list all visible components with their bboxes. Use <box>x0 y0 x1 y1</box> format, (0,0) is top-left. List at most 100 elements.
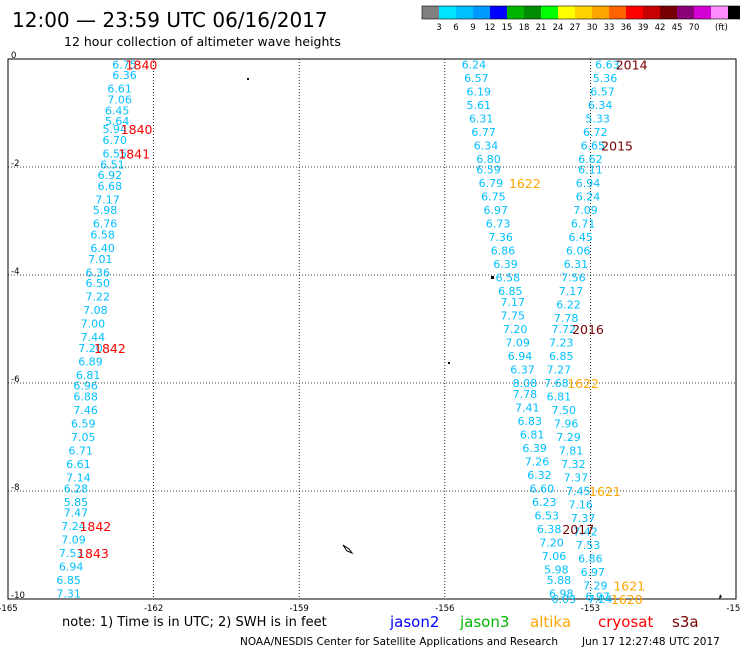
wave-height-value: 6.86 <box>491 245 516 258</box>
y-tick-label: -6 <box>11 375 19 385</box>
wave-height-value: 6.38 <box>537 523 562 536</box>
wave-height-value: 7.72 <box>551 323 576 336</box>
satellite-label-jason3: jason3 <box>459 613 509 631</box>
wave-height-value: 7.31 <box>56 588 81 601</box>
wave-height-value: 6.92 <box>98 169 123 182</box>
pass-time-label: 1622 <box>509 176 541 191</box>
pass-time-label: 2017 <box>562 522 594 537</box>
axis-tick-labels: -165 -162 -159 -156 -153 -150 0 -2 -4 -6 -8 -10 <box>0 51 740 614</box>
x-tick-label: -159 <box>290 604 309 614</box>
island-speck <box>491 276 494 279</box>
wave-height-value: 6.19 <box>467 85 492 98</box>
wave-height-value: 6.31 <box>564 258 589 271</box>
y-tick-label: -8 <box>11 483 19 493</box>
wave-height-value: 6.72 <box>583 126 608 139</box>
wave-height-value: 7.09 <box>505 337 530 350</box>
wave-height-value: 6.28 <box>64 482 89 495</box>
wave-height-value: 8.08 <box>513 377 538 390</box>
wave-height-value: 7.09 <box>61 534 86 547</box>
wave-height-value: 7.01 <box>88 253 113 266</box>
wave-height-value: 6.24 <box>576 191 601 204</box>
wave-height-value: 7.20 <box>78 342 103 355</box>
wave-height-value: 6.97 <box>484 204 509 217</box>
wave-height-value: 6.75 <box>481 191 506 204</box>
wave-height-value: 6.45 <box>568 231 593 244</box>
legend-label: 27 <box>570 23 581 33</box>
island-speck <box>448 362 450 364</box>
wave-height-value: 7.41 <box>515 401 540 414</box>
wave-height-value: 6.60 <box>530 482 555 495</box>
legend-swatch <box>507 6 524 19</box>
wave-height-value: 7.53 <box>576 539 601 552</box>
wave-height-value: 7.45 <box>566 485 591 498</box>
legend-label: 12 <box>485 23 496 33</box>
wave-height-value: 5.98 <box>544 563 569 576</box>
satellite-legend: jason2 jason3 altika cryosat s3a <box>389 613 699 631</box>
pass-time-label: 1841 <box>118 147 150 162</box>
wave-height-value: 7.14 <box>66 472 91 485</box>
wave-height-value: 6.36 <box>86 266 111 279</box>
wave-height-value: 6.61 <box>107 83 132 96</box>
pass-time-label: 1843 <box>77 546 109 561</box>
x-tick-label: -165 <box>0 604 18 614</box>
wave-height-value: 5.85 <box>64 496 89 509</box>
wave-height-value: 6.83 <box>517 415 542 428</box>
wave-height-value: 7.24 <box>61 520 86 533</box>
legend-swatch <box>643 6 660 19</box>
wave-height-value: 6.98 <box>549 588 574 601</box>
wave-height-value: 5.98 <box>93 204 118 217</box>
wave-height-value: 6.31 <box>469 112 494 125</box>
wave-height-value: 6.77 <box>471 126 496 139</box>
wave-height-value: 6.57 <box>464 72 489 85</box>
satellite-label-s3a: s3a <box>672 613 699 631</box>
wave-height-value: 6.39 <box>522 442 547 455</box>
wave-height-value: 7.96 <box>554 418 579 431</box>
legend-swatch <box>558 6 575 19</box>
pass-time-label: 1620 <box>611 592 643 607</box>
wave-height-value: 6.58 <box>496 272 521 285</box>
y-tick-label: -4 <box>11 267 19 277</box>
wave-height-value: 6.97 <box>585 590 610 603</box>
wave-height-value: 6.57 <box>590 85 615 98</box>
legend-swatch <box>524 6 541 19</box>
legend-swatch <box>541 6 558 19</box>
wave-height-value: 5.64 <box>105 115 130 128</box>
wave-height-value: 7.29 <box>556 431 581 444</box>
wave-height-value: 6.81 <box>76 369 101 382</box>
wave-height-value: 6.32 <box>527 469 552 482</box>
wave-height-value: 7.75 <box>500 310 525 323</box>
wave-height-value: 6.61 <box>66 458 91 471</box>
wave-height-value: 6.73 <box>486 218 511 231</box>
wave-height-value: 7.22 <box>86 291 111 304</box>
wave-height-value: 7.42 <box>573 526 598 539</box>
legend-label: 24 <box>553 23 564 33</box>
wave-height-value: 6.59 <box>476 164 501 177</box>
footer-timestamp: Jun 17 12:27:48 UTC 2017 <box>581 636 720 648</box>
wave-height-value: 6.96 <box>73 380 98 393</box>
legend-label: (ft) <box>715 23 728 33</box>
wave-height-value: 6.22 <box>556 299 581 312</box>
legend-label: 3 <box>436 23 441 33</box>
wave-height-value: 6.03 <box>551 593 576 606</box>
pass-time-label: 1842 <box>94 341 126 356</box>
wave-height-value: 6.86 <box>578 553 603 566</box>
wave-height-value: 7.17 <box>500 296 525 309</box>
wave-height-value: 7.06 <box>542 550 567 563</box>
y-tick-label: 0 <box>11 51 16 61</box>
legend-swatch <box>728 6 740 19</box>
legend-swatch <box>439 6 456 19</box>
pass-time-label: 2016 <box>572 322 604 337</box>
wave-height-value: 6.45 <box>105 104 130 117</box>
chart-subtitle: 12 hour collection of altimeter wave hei… <box>64 34 341 49</box>
wave-height-value: 6.39 <box>493 258 518 271</box>
wave-height-value: 5.33 <box>585 112 610 125</box>
legend-swatch <box>626 6 643 19</box>
legend-label: 15 <box>502 23 513 33</box>
wave-height-value: 6.59 <box>71 418 96 431</box>
wave-height-value: 7.53 <box>59 547 84 560</box>
wave-height-value: 6.23 <box>532 496 557 509</box>
wave-height-value: 7.81 <box>559 445 584 458</box>
wave-height-values: 6.756.366.617.066.455.645.946.706.556.51… <box>56 58 619 606</box>
wave-height-value: 7.08 <box>83 304 108 317</box>
wave-height-value: 6.94 <box>508 350 533 363</box>
